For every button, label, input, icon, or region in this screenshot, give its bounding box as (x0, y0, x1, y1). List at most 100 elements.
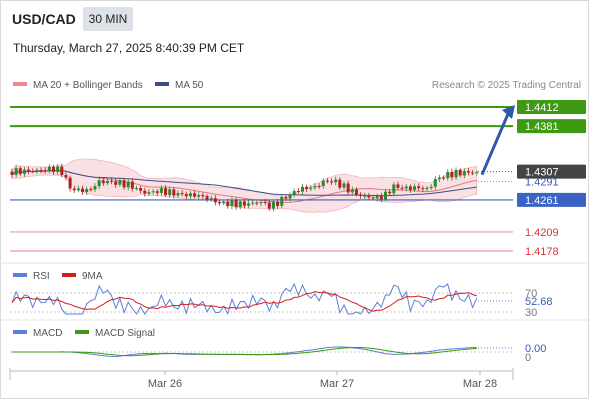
candle-body (101, 180, 105, 184)
candle (110, 177, 114, 185)
candle (188, 191, 192, 200)
candle-body (147, 192, 151, 194)
candle (259, 199, 263, 207)
candle-body (367, 195, 371, 198)
timeframe-button[interactable]: 30 MIN (83, 7, 133, 31)
last-price-label-bg (517, 164, 586, 179)
candle (238, 199, 242, 210)
candle-body (155, 191, 159, 193)
timestamp: Thursday, March 27, 2025 8:40:39 PM CET (13, 41, 245, 55)
candle-body (14, 168, 18, 175)
candle-body (396, 184, 400, 188)
candle (89, 186, 93, 192)
candle-body (321, 180, 325, 187)
candle-body (437, 177, 441, 180)
legend-9ma-label: 9MA (82, 271, 103, 282)
candle (321, 178, 325, 189)
forecast-arrow-head (502, 105, 515, 119)
candle (139, 185, 143, 194)
candle (64, 172, 68, 181)
candle-body (122, 180, 126, 188)
candle-body (417, 186, 421, 189)
candle (450, 168, 454, 181)
candle (43, 167, 47, 174)
candle (52, 164, 55, 175)
candle-body (292, 191, 296, 195)
candle-body (180, 193, 184, 195)
candle (47, 164, 51, 174)
candle (371, 195, 375, 201)
candle (425, 185, 429, 192)
ma20-value-label: 1.4291 (525, 176, 559, 188)
candle (354, 187, 358, 197)
candle-body (446, 171, 450, 179)
candle-body (93, 186, 97, 190)
macd-signal-line (12, 347, 477, 357)
rsi-level-30-label: 30 (525, 307, 537, 319)
candle-body (164, 188, 168, 196)
candle-body (296, 191, 300, 193)
candle (400, 184, 404, 191)
candle (313, 182, 317, 191)
legend-macd-label: MACD (33, 328, 63, 339)
candle (234, 197, 238, 210)
candle (81, 185, 85, 195)
candle (359, 192, 363, 199)
candle-body (35, 169, 39, 172)
candle (27, 166, 31, 175)
candle-body (255, 202, 259, 204)
candle-body (193, 193, 197, 197)
rsi-ma-line (11, 291, 477, 312)
candle (384, 188, 387, 202)
candle (60, 163, 64, 178)
candle-body (201, 195, 205, 197)
forecast-arrow-shaft (480, 113, 510, 176)
candle (72, 186, 76, 193)
candle-body (176, 193, 180, 196)
legend-rsi: RSI (13, 271, 50, 283)
candle (213, 195, 217, 206)
macd-value-label: 0.00 (525, 343, 546, 355)
candle-body (118, 180, 122, 185)
candle (467, 168, 470, 176)
candle (334, 176, 338, 186)
candle (85, 186, 89, 196)
candle (330, 178, 334, 186)
candle-body (309, 187, 313, 190)
legend-ma20-label: MA 20 + Bollinger Bands (33, 80, 143, 91)
candle-body (168, 189, 172, 196)
candle (226, 198, 230, 209)
ma50-line (11, 169, 477, 197)
candle (446, 169, 450, 181)
candle (230, 197, 234, 210)
last-price-label: 1.4307 (525, 167, 559, 179)
candle-body (184, 194, 188, 197)
candle-body (305, 186, 309, 190)
candle-body (130, 181, 134, 189)
resistance-label-2: 1.4381 (525, 121, 559, 133)
candle (342, 181, 346, 191)
candle (159, 185, 163, 196)
candle (151, 188, 155, 195)
candle-body (317, 185, 321, 187)
candle (408, 184, 412, 193)
candle-body (68, 177, 72, 189)
candle (247, 200, 251, 209)
candle-body (413, 186, 417, 190)
candle-body (213, 198, 217, 203)
candle (130, 178, 134, 192)
candle-body (330, 181, 334, 183)
candle-body (354, 189, 358, 195)
resistance-label-1: 1.4412 (525, 102, 559, 114)
candle-body (139, 188, 143, 191)
candle-body (159, 188, 163, 193)
candle-body (276, 201, 280, 206)
candle (135, 185, 138, 191)
candle-body (151, 191, 155, 193)
candle-body (458, 170, 462, 176)
candle (105, 178, 109, 186)
legend-macd-signal: MACD Signal (75, 328, 155, 340)
time-tick-label: Mar 28 (463, 378, 497, 390)
candle (218, 199, 221, 206)
candle-body (251, 202, 255, 204)
